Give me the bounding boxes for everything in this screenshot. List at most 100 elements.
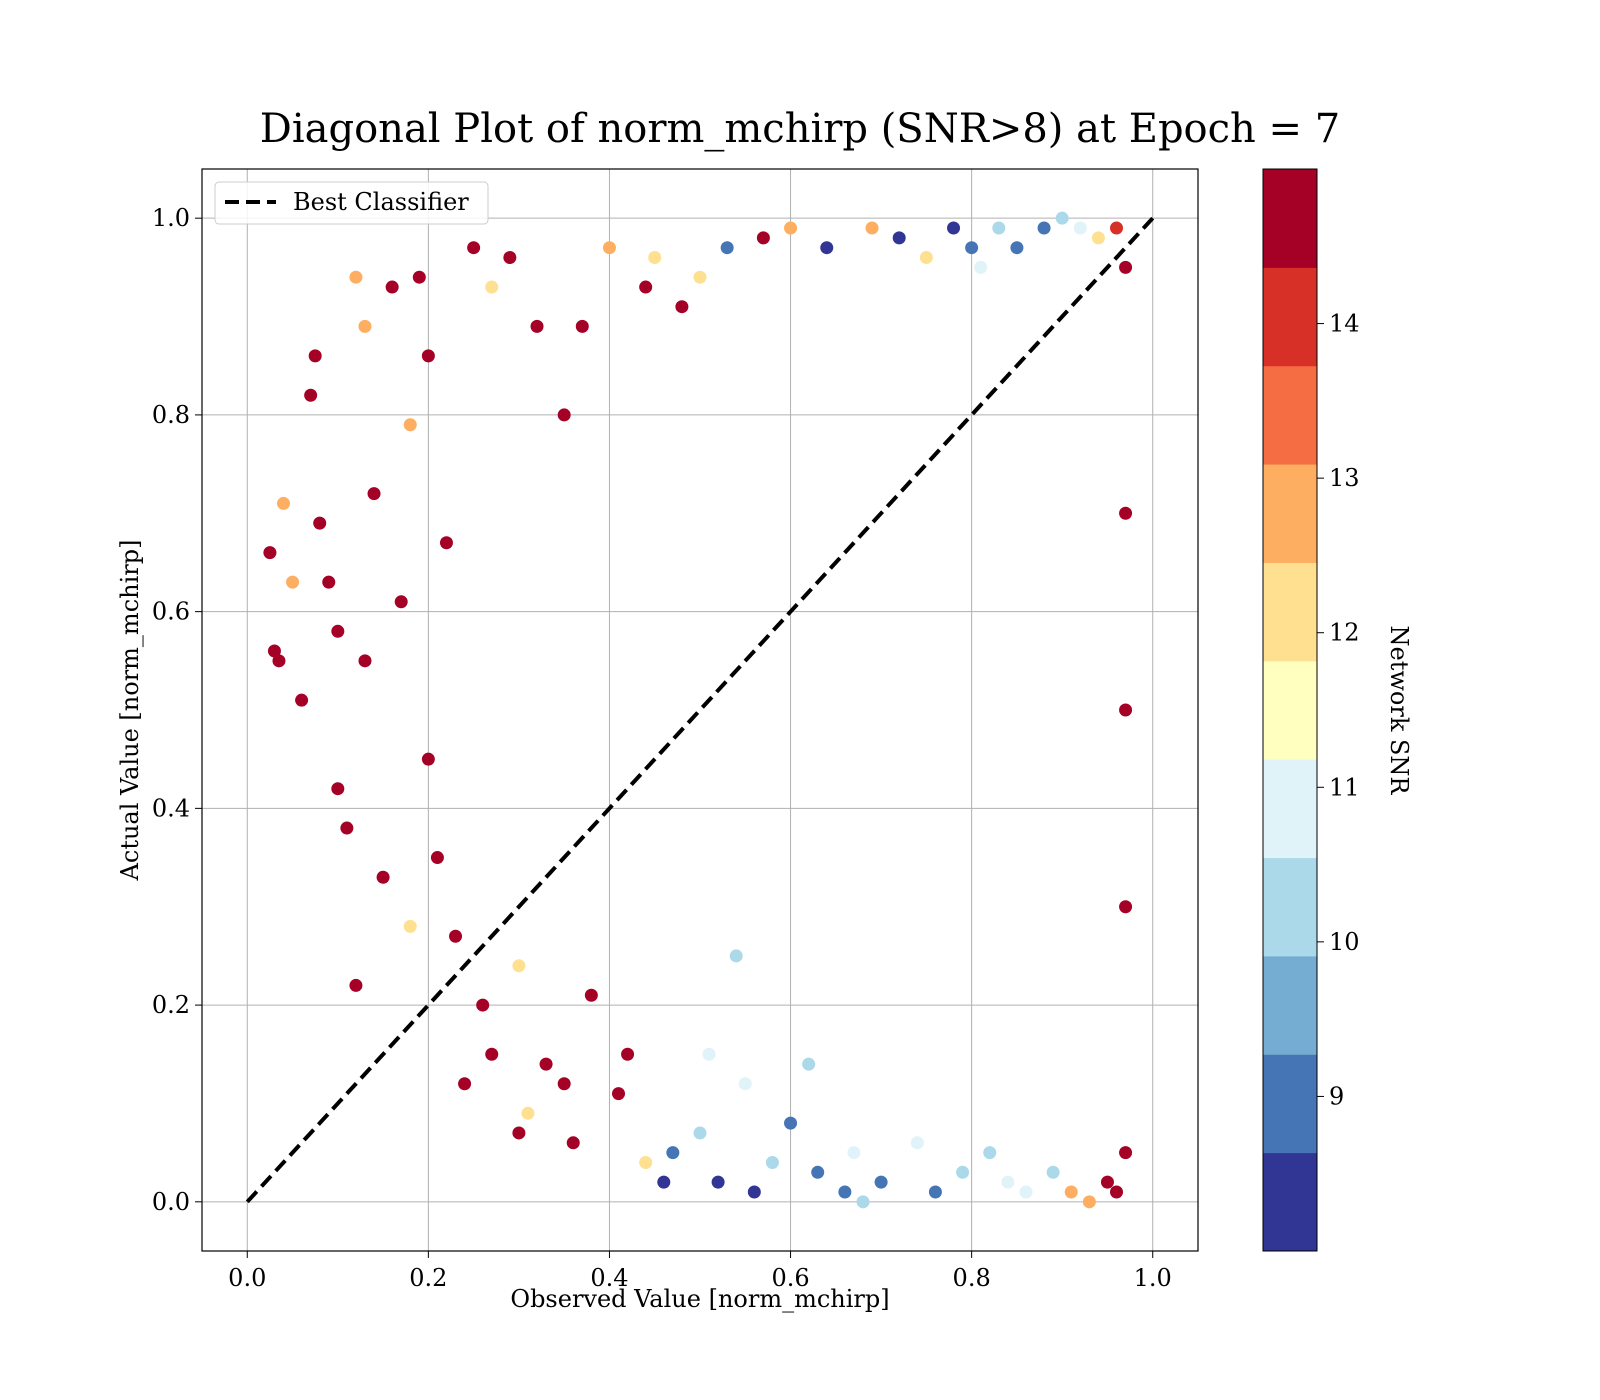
y-tick-label: 1.0 bbox=[152, 204, 190, 232]
data-point bbox=[910, 1136, 924, 1150]
data-point bbox=[784, 1116, 798, 1130]
data-point bbox=[403, 418, 417, 432]
data-point bbox=[1119, 900, 1133, 914]
data-point bbox=[657, 1175, 671, 1189]
data-point bbox=[1091, 231, 1105, 245]
colorbar-segment bbox=[1263, 267, 1317, 367]
y-axis-ticks: 0.0 0.2 0.4 0.6 0.8 1.0 bbox=[152, 204, 202, 1216]
colorbar-segment bbox=[1263, 464, 1317, 563]
data-point bbox=[1037, 221, 1051, 235]
x-tick-label: 0.0 bbox=[228, 1264, 266, 1292]
x-tick-label: 0.6 bbox=[771, 1264, 809, 1292]
data-point bbox=[349, 270, 363, 284]
data-point bbox=[412, 270, 426, 284]
data-point bbox=[367, 487, 381, 501]
data-point bbox=[331, 624, 345, 638]
grid-lines bbox=[202, 169, 1198, 1251]
data-point bbox=[322, 575, 336, 589]
colorbar-segment bbox=[1263, 562, 1317, 662]
x-axis-ticks: 0.0 0.2 0.4 0.6 0.8 1.0 bbox=[228, 1251, 1172, 1292]
data-point bbox=[403, 919, 417, 933]
colorbar-segment bbox=[1263, 169, 1317, 268]
data-point bbox=[1064, 1185, 1078, 1199]
data-point bbox=[720, 241, 734, 255]
data-point bbox=[675, 300, 689, 314]
data-point bbox=[765, 1155, 779, 1169]
data-point bbox=[503, 251, 517, 265]
data-point bbox=[1100, 1175, 1114, 1189]
data-point bbox=[602, 241, 616, 255]
data-point bbox=[639, 1155, 653, 1169]
data-point bbox=[919, 251, 933, 265]
data-point bbox=[385, 280, 399, 294]
data-point bbox=[376, 870, 390, 884]
best-classifier-line bbox=[245, 216, 1155, 1204]
data-point bbox=[358, 319, 372, 333]
data-point bbox=[648, 251, 662, 265]
data-point bbox=[1019, 1185, 1033, 1199]
data-point bbox=[1119, 703, 1133, 717]
colorbar-tick-label: 10 bbox=[1329, 928, 1360, 956]
data-point bbox=[340, 821, 354, 835]
colorbar-tick-label: 13 bbox=[1329, 464, 1360, 492]
data-point bbox=[421, 349, 435, 363]
colorbar: 9 10 11 12 13 14 bbox=[1262, 168, 1360, 1252]
data-point bbox=[557, 1077, 571, 1091]
y-tick-label: 0.4 bbox=[152, 794, 190, 822]
data-point bbox=[276, 496, 290, 510]
data-point bbox=[272, 654, 286, 668]
data-point bbox=[286, 575, 300, 589]
colorbar-tick-label: 11 bbox=[1329, 773, 1360, 801]
plot-frame bbox=[201, 168, 1199, 1252]
data-point bbox=[358, 654, 372, 668]
data-point bbox=[612, 1087, 626, 1101]
data-point bbox=[1046, 1165, 1060, 1179]
data-point bbox=[439, 536, 453, 550]
data-point bbox=[847, 1146, 861, 1160]
y-tick-label: 0.8 bbox=[152, 401, 190, 429]
data-point bbox=[1119, 506, 1133, 520]
y-axis-label: Actual Value [norm_mchirp] bbox=[116, 540, 144, 882]
data-point bbox=[458, 1077, 472, 1091]
data-point bbox=[485, 280, 499, 294]
data-point bbox=[729, 949, 743, 963]
data-point bbox=[928, 1185, 942, 1199]
data-point bbox=[476, 998, 490, 1012]
data-point bbox=[263, 546, 277, 560]
x-tick-label: 0.8 bbox=[953, 1264, 991, 1292]
data-point bbox=[1073, 221, 1087, 235]
data-point bbox=[639, 280, 653, 294]
y-tick-label: 0.0 bbox=[152, 1188, 190, 1216]
data-point bbox=[557, 408, 571, 422]
colorbar-segment bbox=[1263, 955, 1317, 1055]
data-point bbox=[747, 1185, 761, 1199]
colorbar-segment bbox=[1263, 1054, 1317, 1154]
y-tick-label: 0.2 bbox=[152, 991, 190, 1019]
data-point bbox=[711, 1175, 725, 1189]
data-point bbox=[539, 1057, 553, 1071]
scatter-points bbox=[263, 211, 1133, 1209]
colorbar-segment bbox=[1263, 759, 1317, 859]
colorbar-segment bbox=[1263, 365, 1317, 465]
legend: Best Classifier bbox=[214, 181, 489, 225]
data-point bbox=[421, 752, 435, 766]
colorbar-tick-label: 14 bbox=[1329, 310, 1360, 338]
data-point bbox=[621, 1047, 635, 1061]
colorbar-frame bbox=[1262, 168, 1318, 1252]
data-point bbox=[693, 1126, 707, 1140]
data-point bbox=[331, 782, 345, 796]
legend-label: Best Classifier bbox=[293, 188, 469, 216]
data-point bbox=[892, 231, 906, 245]
data-point bbox=[304, 388, 318, 402]
colorbar-tick-label: 12 bbox=[1329, 619, 1360, 647]
data-point bbox=[449, 929, 463, 943]
data-point bbox=[784, 221, 798, 235]
data-point bbox=[394, 595, 408, 609]
data-point bbox=[756, 231, 770, 245]
data-point bbox=[838, 1185, 852, 1199]
data-point bbox=[1110, 1185, 1124, 1199]
data-point bbox=[856, 1195, 870, 1209]
data-point bbox=[666, 1146, 680, 1160]
data-point bbox=[308, 349, 322, 363]
